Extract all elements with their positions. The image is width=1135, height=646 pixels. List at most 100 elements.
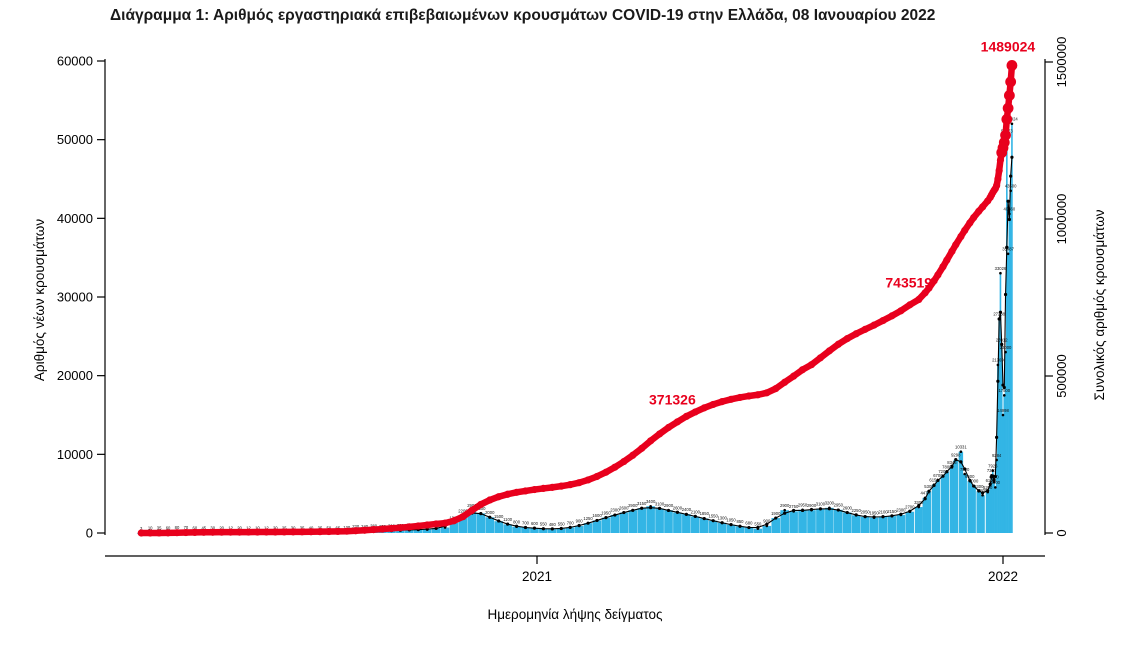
cumulative-point xyxy=(271,528,279,536)
cumulative-point xyxy=(361,526,369,534)
smoothed-cases-point xyxy=(827,507,831,511)
cumulative-point xyxy=(700,404,708,412)
daily-cases-bar xyxy=(842,512,852,533)
bar-value-label: 14998 xyxy=(997,408,1009,413)
daily-cases-bar xyxy=(914,507,923,533)
bar-value-label: 1550 xyxy=(709,514,719,519)
daily-cases-bar xyxy=(878,516,888,533)
smoothed-cases-point xyxy=(568,525,572,529)
smoothed-cases-point xyxy=(923,497,927,501)
bar-value-label: 9298 xyxy=(951,453,961,458)
smoothed-cases-point xyxy=(577,523,581,528)
cumulative-point xyxy=(673,418,682,426)
cumulative-point xyxy=(495,493,503,501)
cumulative-point xyxy=(423,521,431,529)
bar-value-label: 8345 xyxy=(947,460,957,465)
bar-value-label: 2950 xyxy=(798,503,808,508)
smoothed-cases-point xyxy=(818,507,823,511)
smoothed-cases-point xyxy=(774,516,778,520)
milestone-label: 743519 xyxy=(885,275,932,291)
smoothed-cases-point xyxy=(657,506,662,510)
smoothed-cases-point xyxy=(523,525,528,530)
cumulative-point xyxy=(235,528,244,536)
smoothed-cases-point xyxy=(738,524,742,528)
cumulative-point xyxy=(861,325,869,333)
daily-cases-bar xyxy=(539,528,548,533)
bar-value-label: 5300 xyxy=(974,484,984,489)
daily-cases-bar xyxy=(976,491,981,533)
smoothed-cases-point xyxy=(959,460,963,464)
bar-value-label: 2500 xyxy=(476,506,486,511)
bar-value-label: 850 xyxy=(736,519,744,524)
daily-cases-bar xyxy=(619,512,629,533)
smoothed-cases-point xyxy=(434,526,438,531)
cumulative-point xyxy=(952,241,960,249)
daily-cases-bar xyxy=(449,522,459,533)
bar-value-label: 2000 xyxy=(485,510,495,515)
smoothed-cases-point xyxy=(640,506,644,510)
smoothed-cases-point xyxy=(836,508,840,512)
daily-cases-bar xyxy=(610,514,620,533)
daily-cases-bar xyxy=(583,523,593,533)
daily-cases-bar xyxy=(565,527,575,533)
daily-cases-point xyxy=(981,493,984,497)
cumulative-point xyxy=(504,490,512,498)
cumulative-point xyxy=(870,321,878,329)
cumulative-point xyxy=(441,519,449,527)
smoothed-cases-line xyxy=(141,157,1013,534)
smoothed-cases-point xyxy=(980,491,985,495)
cumulative-point xyxy=(548,483,556,491)
bar-value-label: 800 xyxy=(513,520,521,525)
daily-cases-bar xyxy=(762,525,772,533)
cumulative-point xyxy=(164,529,172,537)
cumulative-point xyxy=(1000,129,1011,141)
x-axis-title: Ημερομηνία λήψης δείγματος xyxy=(488,607,663,622)
cumulative-point xyxy=(307,528,315,536)
milestone-label: 371326 xyxy=(649,391,696,407)
daily-cases-bar xyxy=(896,514,906,533)
cumulative-point xyxy=(682,412,690,421)
bar-value-label: 2400 xyxy=(682,507,692,512)
bar-value-label: 2900 xyxy=(807,503,817,508)
cumulative-point xyxy=(468,506,476,514)
smoothed-cases-point xyxy=(899,512,903,516)
cumulative-point xyxy=(218,528,226,536)
bar-value-label: 2600 xyxy=(619,505,629,510)
cumulative-point xyxy=(1002,102,1014,114)
daily-cases-bar xyxy=(789,511,798,533)
daily-cases-bar xyxy=(422,529,432,533)
daily-cases-bar xyxy=(1009,190,1012,534)
bar-value-label: 6700 xyxy=(933,473,943,478)
cumulative-point xyxy=(995,166,1003,175)
cumulative-point xyxy=(709,400,717,409)
cumulative-point xyxy=(557,482,565,490)
cumulative-point xyxy=(146,529,154,537)
daily-cases-bar xyxy=(926,491,932,533)
bar-value-label: 2150 xyxy=(887,509,897,514)
smoothed-cases-point xyxy=(514,524,519,528)
cumulative-point xyxy=(754,391,762,399)
daily-cases-bar xyxy=(949,467,955,533)
smoothed-cases-point xyxy=(809,507,814,512)
cumulative-point xyxy=(253,528,261,536)
bar-value-label: 35 xyxy=(157,526,162,531)
cumulative-point xyxy=(155,529,163,537)
cumulative-point xyxy=(781,378,789,386)
daily-cases-bar xyxy=(887,516,897,533)
bar-value-label: 900 xyxy=(576,519,584,524)
bar-value-label: 1050 xyxy=(726,518,736,523)
y-right-tick-label: 1500000 xyxy=(1054,37,1069,88)
bar-value-label: 2050 xyxy=(860,510,870,515)
cumulative-point xyxy=(602,468,610,476)
bar-value-label: 600 xyxy=(531,521,539,526)
daily-cases-bar xyxy=(440,527,450,533)
bar-value-label: 2950 xyxy=(834,503,844,508)
cumulative-point xyxy=(414,522,422,530)
daily-cases-bar xyxy=(413,529,423,533)
bar-value-label: 2200 xyxy=(458,508,468,513)
daily-cases-bar xyxy=(726,524,736,533)
cumulative-point xyxy=(182,528,190,537)
daily-cases-bar xyxy=(922,497,928,533)
daily-cases-bar xyxy=(467,510,477,533)
smoothed-cases-point xyxy=(1002,385,1006,390)
